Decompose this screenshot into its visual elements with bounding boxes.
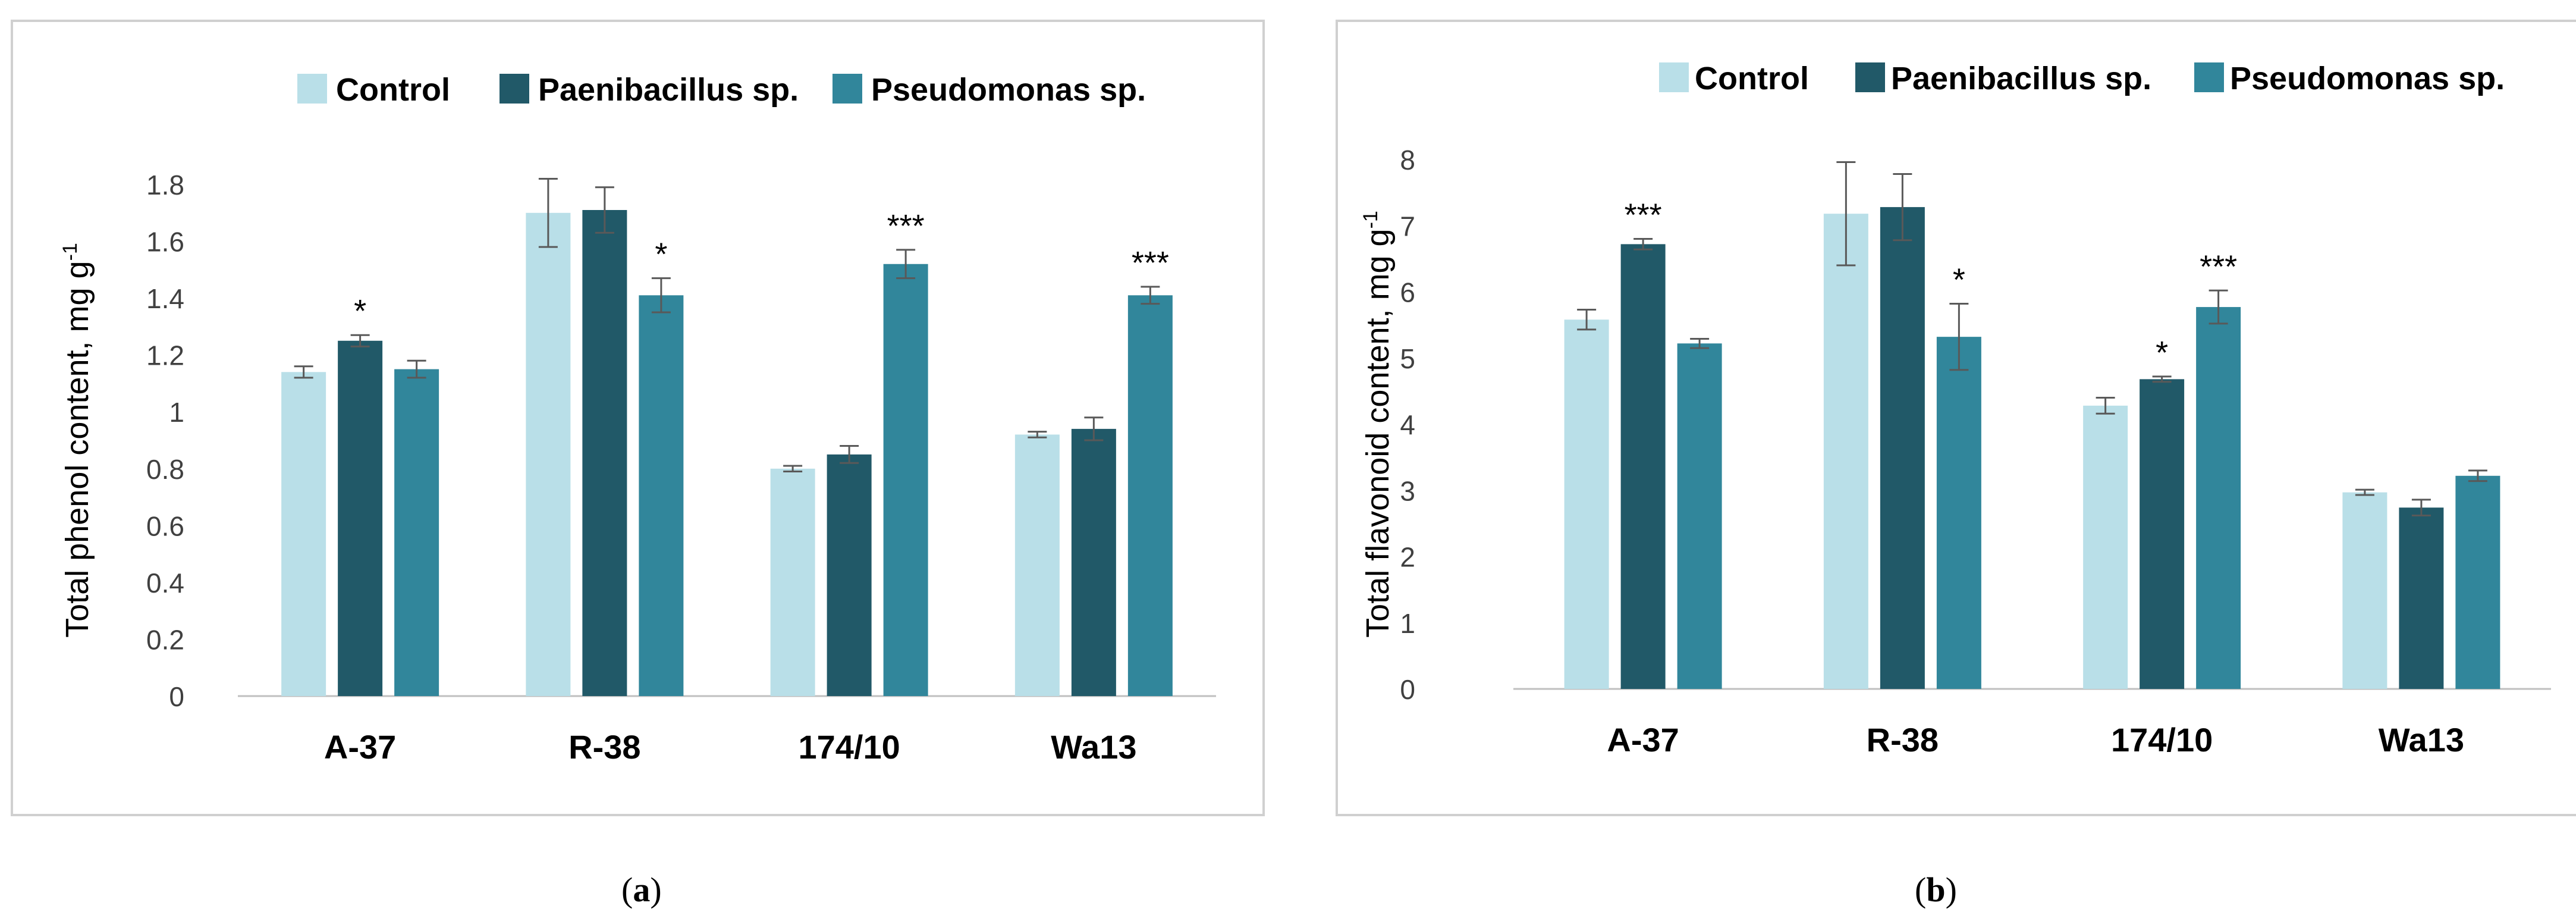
- bar: [1936, 337, 1981, 689]
- y-axis-title: Total phenol content, mg g-1: [59, 243, 95, 638]
- x-tick-label: R-38: [568, 728, 640, 766]
- y-tick-label: 1: [1400, 608, 1415, 639]
- bar: [2083, 405, 2128, 689]
- y-axis-title: Total flavonoid content, mg g-1: [1359, 211, 1396, 638]
- significance-marker: *: [655, 237, 667, 272]
- y-tick-label: 4: [1400, 409, 1415, 440]
- chart-panel-a: 0 0.2 0.4 0.6 0.8 1 1.2 1.4 1.6 1.8 * A-37 * R-38 *** 1…: [11, 20, 1265, 816]
- y-tick-label: 0: [1400, 674, 1415, 705]
- bar: [1880, 207, 1925, 690]
- legend-label: Paenibacillus sp.: [538, 72, 799, 108]
- x-tick-label: Wa13: [2379, 721, 2464, 759]
- panel-label-a: (a): [621, 870, 662, 909]
- y-tick-label: 0.4: [146, 568, 184, 598]
- legend-label: Paenibacillus sp.: [1891, 61, 2151, 96]
- x-tick-label: R-38: [1867, 721, 1939, 759]
- significance-marker: *: [1953, 262, 1965, 298]
- legend-label: Pseudomonas sp.: [2230, 61, 2505, 96]
- y-tick-label: 6: [1400, 277, 1415, 308]
- x-tick-label: Wa13: [1051, 728, 1136, 766]
- significance-marker: ***: [887, 208, 925, 244]
- significance-marker: *: [354, 293, 366, 329]
- bar: [639, 295, 684, 696]
- y-tick-label: 1.4: [146, 283, 184, 314]
- bar: [1620, 244, 1666, 689]
- y-tick-label: 0: [169, 681, 184, 712]
- y-tick-label: 0.6: [146, 510, 184, 541]
- bar: [1823, 214, 1868, 690]
- y-tick-label: 1.6: [146, 227, 184, 258]
- legend-swatch: [833, 74, 862, 104]
- y-tick-label: 0.2: [146, 624, 184, 655]
- x-tick-label: A-37: [324, 728, 396, 766]
- y-tick-label: 8: [1400, 145, 1415, 176]
- bar: [338, 340, 383, 696]
- significance-marker: *: [2156, 335, 2168, 371]
- y-tick-label: 7: [1400, 211, 1415, 242]
- bar: [770, 468, 815, 696]
- significance-marker: ***: [1625, 198, 1662, 233]
- y-tick-label: 0.8: [146, 454, 184, 485]
- y-tick-label: 1: [169, 397, 184, 428]
- bar: [526, 212, 571, 696]
- bar: [394, 369, 439, 696]
- legend-swatch: [500, 74, 529, 104]
- legend-label: Control: [1695, 61, 1809, 96]
- legend-label: Control: [336, 72, 450, 108]
- bar: [2140, 379, 2185, 689]
- y-tick-label: 1.8: [146, 170, 184, 200]
- significance-marker: ***: [2200, 249, 2237, 284]
- bar: [1071, 428, 1116, 696]
- legend-swatch: [2194, 62, 2224, 92]
- legend-swatch: [297, 74, 327, 104]
- bar: [2455, 475, 2500, 689]
- bar: [2399, 507, 2444, 689]
- y-tick-label: 1.2: [146, 340, 184, 371]
- y-tick-label: 5: [1400, 343, 1415, 374]
- bar: [582, 210, 627, 696]
- bar: [2196, 307, 2241, 689]
- bar: [1127, 295, 1173, 696]
- panel-label-b: (b): [1915, 870, 1957, 909]
- y-tick-label: 2: [1400, 542, 1415, 573]
- bar: [2342, 492, 2387, 689]
- legend-label: Pseudomonas sp.: [871, 72, 1146, 108]
- legend-swatch: [1855, 62, 1885, 92]
- significance-marker: ***: [1132, 245, 1169, 281]
- bar: [281, 372, 326, 696]
- x-tick-label: A-37: [1607, 721, 1679, 759]
- bar: [883, 264, 928, 696]
- legend-swatch: [1659, 62, 1689, 92]
- y-tick-label: 3: [1400, 475, 1415, 506]
- bar: [827, 454, 872, 696]
- bar: [1677, 343, 1722, 689]
- bar: [1564, 319, 1609, 689]
- x-tick-label: 174/10: [798, 728, 900, 766]
- bar: [1014, 434, 1060, 696]
- x-tick-label: 174/10: [2111, 721, 2213, 759]
